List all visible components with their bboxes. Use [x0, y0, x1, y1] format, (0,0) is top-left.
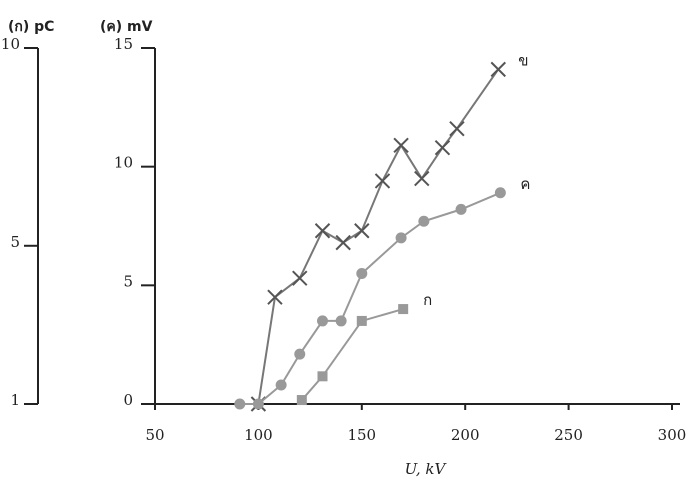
point: [374, 173, 391, 189]
point: [252, 398, 264, 410]
point: [356, 315, 367, 326]
x-tick-label: 300: [658, 426, 687, 444]
x-tick-label: 100: [244, 426, 273, 444]
point: [314, 223, 331, 239]
y-tick-label: 0: [123, 391, 133, 409]
x-tick-label: 150: [347, 426, 376, 444]
series-line: [301, 308, 404, 401]
series-label: ค: [520, 175, 530, 193]
point: [335, 234, 351, 251]
y2-axis-title: (ก) pC: [8, 19, 54, 35]
point: [455, 203, 467, 215]
point: [296, 395, 307, 406]
point: [234, 398, 246, 410]
point: [449, 120, 465, 137]
point: [418, 215, 430, 227]
point: [354, 223, 370, 239]
point: [494, 187, 506, 199]
series-line: [239, 191, 501, 405]
point: [267, 289, 283, 305]
point: [490, 61, 506, 78]
y2-tick-label: 5: [10, 233, 20, 251]
x-tick-label: 250: [554, 426, 583, 444]
y-tick-label: 10: [114, 154, 133, 172]
point: [395, 232, 407, 244]
y2-tick-label: 1: [10, 391, 20, 409]
point: [356, 267, 368, 279]
point: [317, 371, 328, 382]
point: [317, 315, 329, 327]
y-tick-label: 5: [123, 272, 133, 290]
series-label: ก: [423, 291, 432, 309]
y-tick-label: 15: [114, 35, 133, 53]
x-tick-label: 50: [145, 426, 164, 444]
series-label: ข: [518, 51, 528, 69]
x-tick-label: 200: [451, 426, 480, 444]
point: [434, 139, 451, 156]
x-axis-title: U, kV: [405, 460, 448, 478]
y-axis-title: (ค) mV: [100, 19, 153, 35]
point: [393, 137, 409, 154]
point: [335, 315, 347, 327]
point: [398, 304, 409, 315]
point: [294, 348, 306, 360]
y2-tick-label: 10: [1, 35, 20, 53]
point: [275, 379, 287, 391]
point: [292, 270, 308, 286]
point: [414, 170, 430, 187]
